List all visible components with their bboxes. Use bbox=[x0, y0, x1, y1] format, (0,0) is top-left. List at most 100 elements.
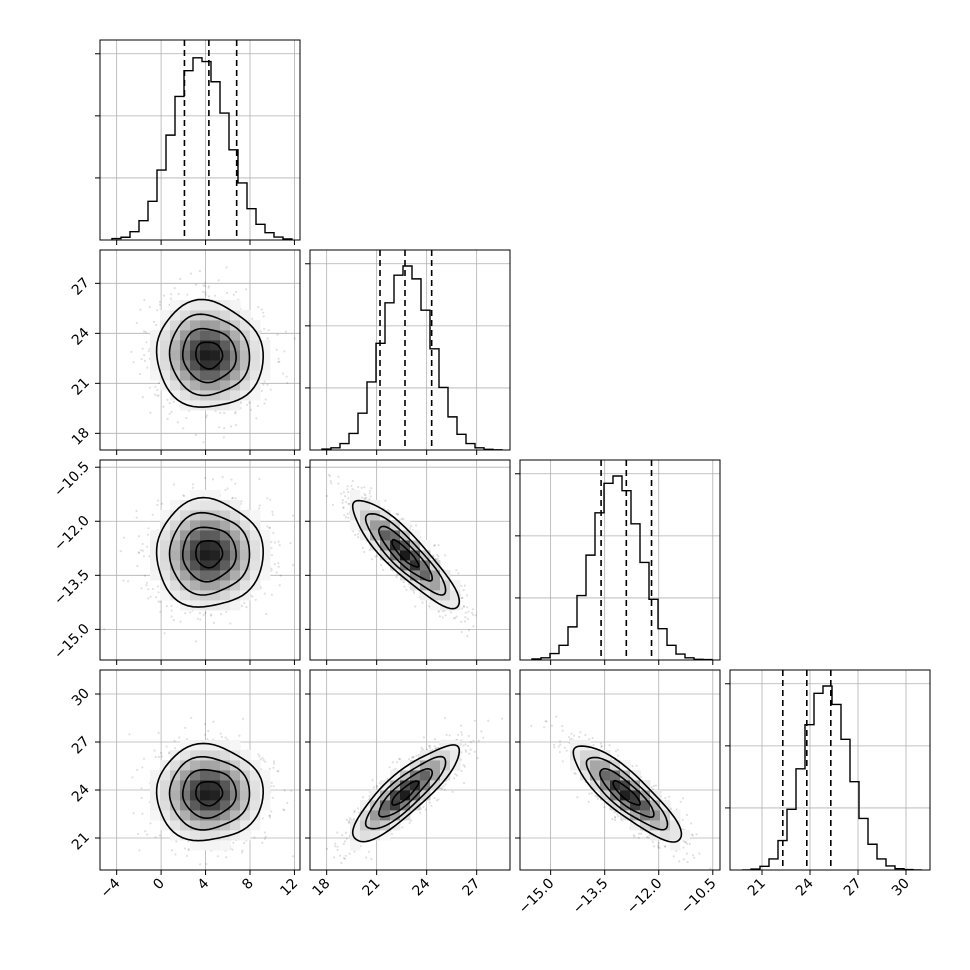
density-cell bbox=[180, 580, 191, 591]
scatter-point bbox=[354, 533, 357, 537]
scatter-point bbox=[151, 587, 154, 591]
density-cell bbox=[150, 370, 161, 381]
scatter-point bbox=[436, 553, 439, 557]
scatter-point bbox=[255, 417, 258, 420]
plot-area bbox=[130, 266, 296, 444]
scatter-point bbox=[251, 595, 254, 598]
scatter-point bbox=[98, 576, 100, 578]
scatter-point bbox=[266, 525, 269, 528]
density-cell bbox=[230, 300, 241, 311]
scatter-point bbox=[421, 601, 424, 604]
scatter-point bbox=[395, 575, 398, 579]
contour-line bbox=[168, 511, 251, 596]
density-cell bbox=[170, 540, 181, 551]
density-cell bbox=[430, 600, 441, 611]
scatter-point bbox=[277, 565, 280, 568]
scatter-point bbox=[220, 613, 223, 616]
density-cell bbox=[180, 550, 191, 561]
y-tick-label: 18 bbox=[69, 425, 93, 449]
contour-line bbox=[182, 327, 237, 384]
scatter-point bbox=[397, 513, 400, 516]
scatter-point bbox=[344, 495, 347, 498]
density-cell bbox=[400, 520, 411, 531]
density-cell bbox=[220, 540, 231, 551]
scatter-point bbox=[351, 479, 354, 483]
density-cell bbox=[180, 350, 191, 361]
density-cell bbox=[160, 360, 171, 371]
scatter-point bbox=[151, 513, 154, 516]
scatter-point bbox=[204, 293, 207, 296]
scatter-point bbox=[360, 486, 363, 489]
scatter-point bbox=[204, 477, 207, 480]
scatter-point bbox=[210, 614, 213, 617]
scatter-point bbox=[170, 615, 173, 618]
scatter-point bbox=[361, 496, 364, 499]
density-cell bbox=[400, 550, 411, 561]
scatter-point bbox=[142, 555, 145, 558]
density-cell bbox=[200, 550, 211, 561]
contour-line bbox=[364, 512, 447, 596]
scatter-point bbox=[231, 496, 234, 499]
scatter-point bbox=[203, 285, 206, 288]
density-cell bbox=[210, 340, 221, 351]
scatter-point bbox=[270, 567, 273, 570]
scatter-point bbox=[329, 480, 332, 483]
scatter-point bbox=[232, 293, 235, 296]
scatter-point bbox=[455, 569, 458, 572]
scatter-point bbox=[434, 557, 438, 561]
density-cell bbox=[230, 370, 241, 381]
scatter-point bbox=[170, 410, 173, 413]
scatter-point bbox=[266, 337, 269, 340]
scatter-point bbox=[158, 300, 161, 304]
density-cell bbox=[220, 510, 231, 521]
density-cell bbox=[250, 550, 261, 561]
density-cell bbox=[190, 360, 201, 371]
scatter-point bbox=[135, 509, 138, 512]
scatter-point bbox=[270, 593, 273, 597]
scatter-point bbox=[278, 584, 281, 587]
y-tick-label: −13.5 bbox=[51, 567, 93, 609]
scatter-point bbox=[173, 739, 176, 743]
density-cell bbox=[200, 300, 211, 311]
scatter-point bbox=[240, 500, 243, 503]
density-cell bbox=[220, 390, 231, 401]
scatter-point bbox=[262, 311, 265, 314]
scatter-point bbox=[370, 487, 373, 490]
scatter-point bbox=[234, 497, 237, 500]
density-cell bbox=[170, 320, 181, 331]
panel-frame bbox=[309, 249, 511, 451]
density-cell bbox=[260, 540, 271, 551]
density-cell bbox=[160, 560, 171, 571]
plot-area bbox=[321, 250, 503, 450]
density-cell bbox=[150, 530, 161, 541]
density-cell bbox=[430, 590, 441, 601]
scatter-point bbox=[463, 620, 467, 623]
density-cell bbox=[150, 570, 161, 581]
scatter-point bbox=[143, 330, 146, 333]
density-cell bbox=[360, 510, 371, 521]
scatter-point bbox=[438, 615, 441, 618]
scatter-point bbox=[191, 483, 194, 486]
scatter-point bbox=[166, 417, 169, 421]
density-cell bbox=[200, 570, 211, 581]
scatter-point bbox=[460, 630, 463, 634]
scatter-point bbox=[462, 605, 465, 609]
density-cell bbox=[160, 570, 171, 581]
scatter-point bbox=[330, 482, 333, 485]
scatter-panel-p2-vs-p1 bbox=[305, 459, 511, 665]
density-cell bbox=[370, 510, 381, 521]
density-cell bbox=[210, 310, 221, 321]
scatter-point bbox=[152, 320, 156, 323]
scatter-point bbox=[290, 789, 293, 792]
scatter-point bbox=[168, 402, 171, 405]
density-cell bbox=[230, 580, 241, 591]
scatter-point bbox=[205, 414, 208, 417]
density-cell bbox=[220, 340, 231, 351]
scatter-point bbox=[157, 600, 160, 603]
scatter-point bbox=[264, 398, 267, 401]
scatter-point bbox=[357, 536, 360, 539]
histogram-step-p1 bbox=[321, 265, 503, 450]
density-cell bbox=[240, 570, 251, 581]
scatter-point bbox=[185, 416, 188, 420]
scatter-point bbox=[135, 516, 138, 519]
